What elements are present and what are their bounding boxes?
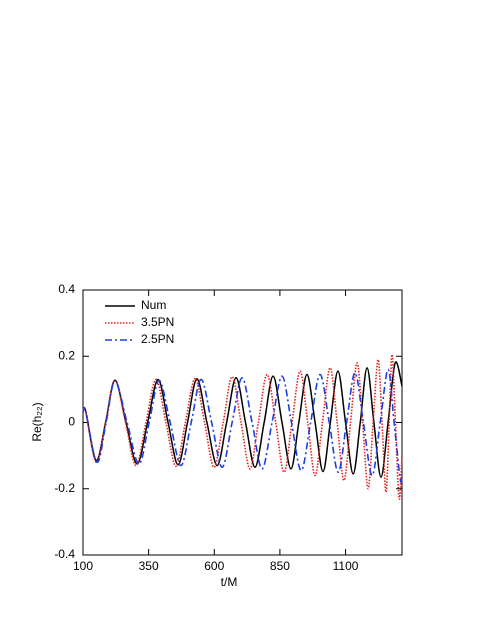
x-axis-label: t/M xyxy=(221,575,238,589)
y-axis-label: Re(h₂₂) xyxy=(30,402,44,441)
x-tick-label: 100 xyxy=(73,559,93,573)
legend-label: Num xyxy=(141,298,166,312)
x-tick-label: 1100 xyxy=(333,559,359,573)
y-tick-label: -0.4 xyxy=(54,547,75,561)
y-tick-label: -0.2 xyxy=(54,481,75,495)
data-line xyxy=(82,368,403,483)
y-tick-label: 0.4 xyxy=(58,282,75,296)
x-tick-label: 350 xyxy=(139,559,159,573)
legend-label: 2.5PN xyxy=(141,332,174,346)
x-tick-label: 600 xyxy=(204,559,224,573)
legend-label: 3.5PN xyxy=(141,315,174,329)
x-tick-label: 850 xyxy=(270,559,290,573)
y-tick-label: 0 xyxy=(68,415,75,429)
plot-frame xyxy=(82,289,403,556)
data-line xyxy=(82,353,403,500)
y-tick-label: 0.2 xyxy=(58,348,75,362)
